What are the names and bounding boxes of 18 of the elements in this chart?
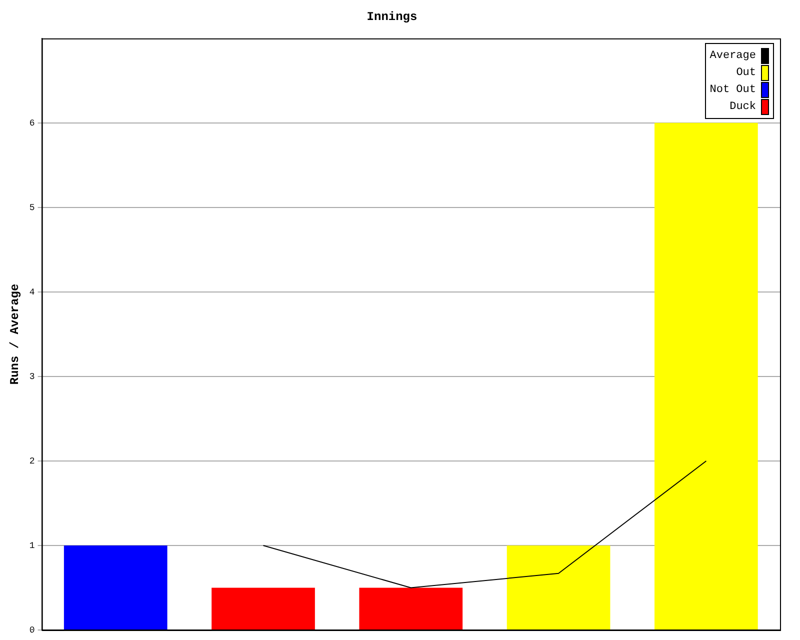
y-axis-title: Runs / Average — [8, 284, 22, 385]
bar — [359, 588, 463, 630]
legend-label: Duck — [730, 100, 756, 113]
bar — [506, 545, 610, 630]
y-tick-label: 4 — [29, 287, 35, 298]
y-tick-label: 6 — [29, 118, 35, 128]
y-tick-label: 3 — [29, 372, 35, 382]
legend-label: Out — [736, 66, 756, 79]
y-tick-label: 1 — [29, 540, 35, 551]
y-tick-label: 5 — [29, 202, 35, 213]
legend-label: Average — [710, 50, 756, 62]
bar — [212, 588, 315, 630]
bar — [654, 122, 758, 630]
bar — [64, 545, 168, 630]
y-tick-label: 2 — [29, 456, 35, 466]
legend-label: Not Out — [710, 84, 756, 96]
chart-title: Innings — [366, 10, 418, 24]
y-tick-label: 0 — [29, 625, 35, 636]
